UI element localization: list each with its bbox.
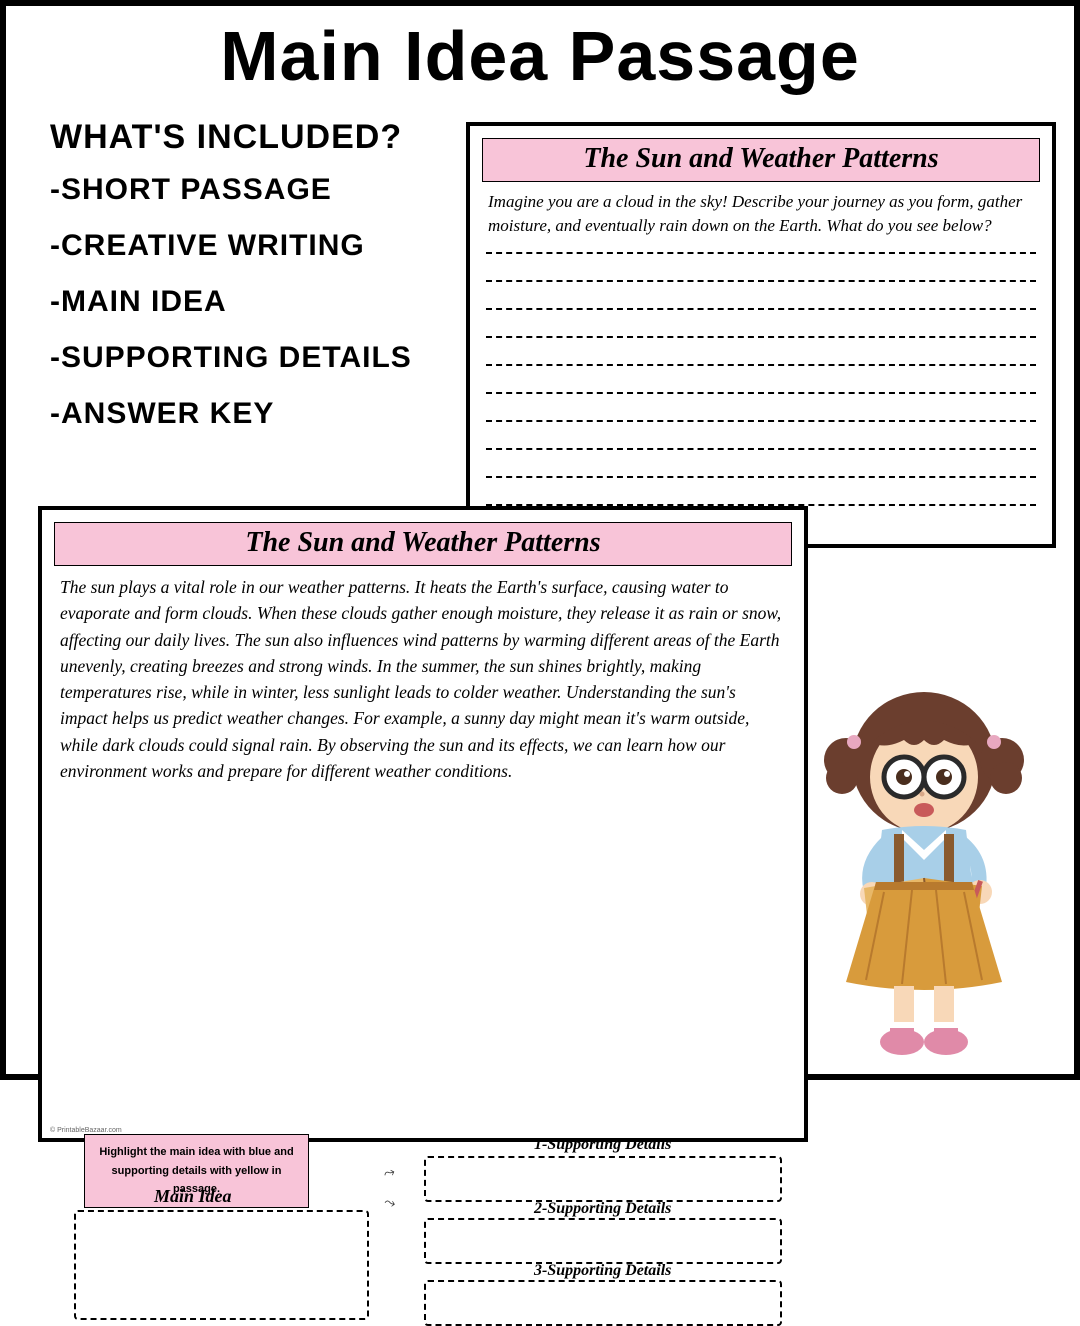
writing-line: [486, 336, 1036, 338]
included-heading: WHAT'S INCLUDED?: [50, 118, 412, 157]
writing-line: [486, 308, 1036, 310]
supporting-detail-box: [424, 1156, 782, 1202]
supporting-detail-label: 3-Supporting Details: [534, 1262, 671, 1280]
included-item: -MAIN IDEA: [50, 285, 412, 319]
writing-worksheet-card: The Sun and Weather Patterns Imagine you…: [466, 122, 1056, 548]
supporting-detail-label: 2-Supporting Details: [534, 1200, 671, 1218]
writing-line: [486, 364, 1036, 366]
writing-line: [486, 252, 1036, 254]
connector-arrow-icon: ⤳: [382, 1165, 398, 1184]
writing-line: [486, 392, 1036, 394]
writing-line: [486, 420, 1036, 422]
main-idea-box: [74, 1210, 369, 1320]
page-title: Main Idea Passage: [6, 16, 1074, 96]
supporting-detail-label: 1-Supporting Details: [534, 1136, 671, 1154]
included-item: -CREATIVE WRITING: [50, 229, 412, 263]
worksheet-header: The Sun and Weather Patterns: [482, 138, 1040, 182]
student-girl-illustration: [794, 682, 1054, 1062]
passage-worksheet-card: The Sun and Weather Patterns The sun pla…: [38, 506, 808, 1142]
worksheet-footer: © PrintableBazaar.com: [50, 1127, 122, 1134]
whats-included-section: WHAT'S INCLUDED? -SHORT PASSAGE -CREATIV…: [50, 118, 412, 453]
included-item: -SUPPORTING DETAILS: [50, 341, 412, 375]
writing-line: [486, 476, 1036, 478]
included-item: -SHORT PASSAGE: [50, 173, 412, 207]
worksheet-header: The Sun and Weather Patterns: [54, 522, 792, 566]
connector-arrow-icon: ⤳: [383, 1195, 397, 1213]
included-item: -ANSWER KEY: [50, 397, 412, 431]
writing-line: [486, 280, 1036, 282]
main-idea-label: Main Idea: [154, 1186, 232, 1207]
graphic-organizer: Highlight the main idea with blue and su…: [54, 796, 792, 1126]
writing-line: [486, 448, 1036, 450]
supporting-detail-box: [424, 1218, 782, 1264]
passage-text: The sun plays a vital role in our weathe…: [60, 574, 786, 784]
supporting-detail-box: [424, 1280, 782, 1326]
writing-prompt: Imagine you are a cloud in the sky! Desc…: [488, 190, 1034, 238]
